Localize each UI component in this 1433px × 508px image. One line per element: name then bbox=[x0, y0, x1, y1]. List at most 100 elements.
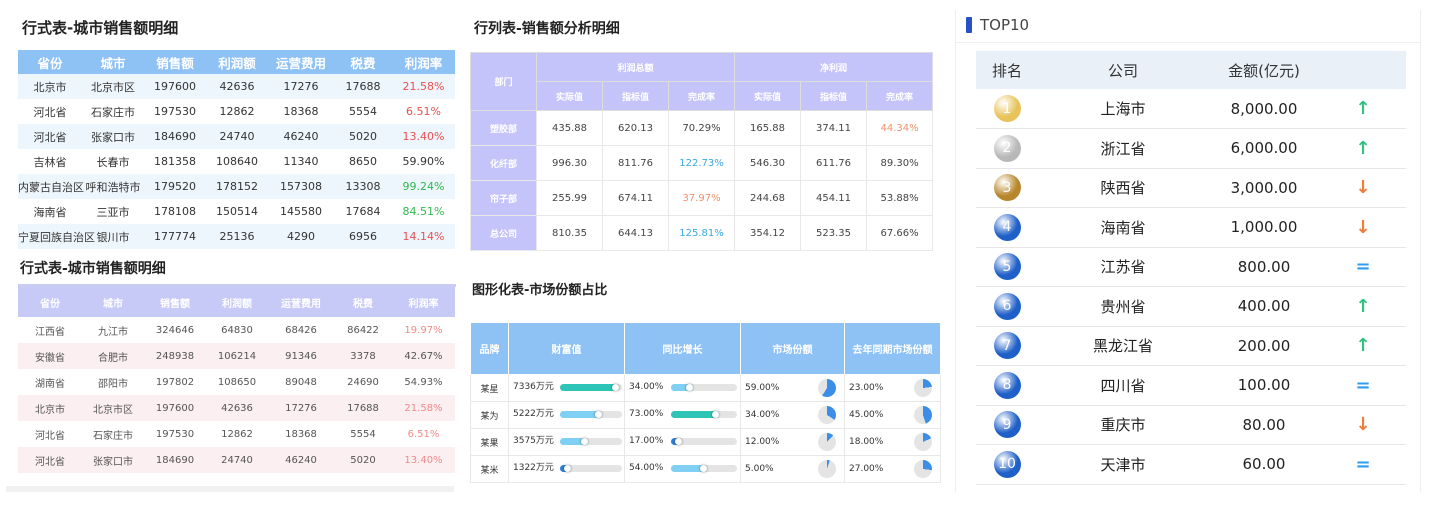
table-cell: 177774 bbox=[144, 224, 206, 249]
table-cell: 324646 bbox=[144, 317, 206, 343]
table-cell: 5020 bbox=[334, 447, 392, 473]
table-cell: 24740 bbox=[206, 124, 268, 149]
table-row: 总公司 810.35 644.13 125.81% 354.12 523.35 67.66% bbox=[470, 215, 934, 251]
table-cell: 18368 bbox=[268, 421, 334, 447]
column-header: 同比增长 bbox=[624, 322, 741, 375]
table-cell: 8650 bbox=[334, 149, 392, 174]
table-cell: 九江市 bbox=[82, 317, 144, 343]
sub-header: 完成率 bbox=[866, 81, 934, 111]
table-cell: 18368 bbox=[268, 99, 334, 124]
table-cell: 44.34% bbox=[866, 110, 934, 146]
table-row: 某米 1322万元 54.00% 5.00% 27.00% bbox=[470, 455, 941, 483]
table-cell: 17688 bbox=[334, 74, 392, 99]
value-label: 73.00% bbox=[629, 409, 664, 420]
trend-cell: ↓ bbox=[1320, 405, 1406, 445]
value-label: 23.00% bbox=[849, 383, 884, 393]
table-cell: 64830 bbox=[206, 317, 268, 343]
arrow-down-icon: ↓ bbox=[1355, 414, 1371, 436]
brand-cell: 某果 bbox=[470, 428, 509, 456]
progress-bar bbox=[671, 411, 737, 419]
trend-cell: = bbox=[1320, 444, 1406, 485]
market-share-table: 品牌 财富值 同比增长 市场份额 去年同期市场份额 某星 7336万元 34.00% 59.0… bbox=[470, 322, 941, 483]
table-cell: 长春市 bbox=[82, 149, 144, 174]
dept-cell: 化纤部 bbox=[470, 145, 537, 181]
pie-cell: 23.00% bbox=[844, 374, 941, 402]
column-header: 金额(亿元) bbox=[1208, 51, 1320, 89]
table-row: 湖南省 邵阳市 197802 108650 89048 24690 54.93% bbox=[18, 369, 455, 395]
table-cell: 106214 bbox=[206, 343, 268, 369]
table-row: 某星 7336万元 34.00% 59.00% 23.00% bbox=[470, 374, 941, 402]
table-row: 安徽省 合肥市 248938 106214 91346 3378 42.67% bbox=[18, 343, 455, 369]
pie-cell: 5.00% bbox=[740, 455, 845, 483]
pie-cell: 18.00% bbox=[844, 428, 941, 456]
table-row: 4 海南省 1,000.00 ↓ bbox=[976, 207, 1406, 248]
table-cell: 石家庄市 bbox=[82, 99, 144, 124]
table-cell: 3378 bbox=[334, 343, 392, 369]
table-cell: 5554 bbox=[334, 99, 392, 124]
table-cell: 河北省 bbox=[18, 99, 82, 124]
value-label: 3575万元 bbox=[513, 436, 554, 447]
company-name: 浙江省 bbox=[1038, 128, 1208, 169]
bar-cell: 5222万元 bbox=[508, 401, 625, 429]
column-header: 税费 bbox=[334, 287, 392, 317]
progress-bar bbox=[671, 438, 737, 446]
sub-header: 完成率 bbox=[667, 81, 736, 111]
table-cell: 197802 bbox=[144, 369, 206, 395]
table-cell: 181358 bbox=[144, 149, 206, 174]
bottom-edge bbox=[6, 486, 454, 492]
column-header: 去年同期市场份额 bbox=[844, 322, 941, 375]
amount-value: 3,000.00 bbox=[1208, 168, 1320, 208]
table-cell: 11340 bbox=[268, 149, 334, 174]
panel-title: 行列表-销售额分析明细 bbox=[474, 21, 620, 37]
table-cell: 17276 bbox=[268, 395, 334, 421]
bar-cell: 17.00% bbox=[624, 428, 741, 456]
medal-icon: 5 bbox=[993, 253, 1021, 281]
amount-value: 800.00 bbox=[1208, 247, 1320, 287]
table-cell: 523.35 bbox=[800, 215, 868, 251]
table-cell: 122.73% bbox=[667, 145, 736, 181]
table-row: 塑胶部 435.88 620.13 70.29% 165.88 374.11 44.34% bbox=[470, 110, 934, 146]
table-cell: 68426 bbox=[268, 317, 334, 343]
table-cell: 北京市区 bbox=[82, 74, 144, 99]
table-cell: 145580 bbox=[268, 199, 334, 224]
arrow-down-icon: ↓ bbox=[1355, 216, 1371, 238]
rank-cell: 5 bbox=[976, 247, 1038, 287]
table-cell: 13.40% bbox=[392, 124, 455, 149]
table-cell: 150514 bbox=[206, 199, 268, 224]
rank-cell: 3 bbox=[976, 168, 1038, 208]
sales-analysis-panel: 行列表-销售额分析明细 部门 利润总额 净利润 实际值 指标值 完成率 实际值 指标值完… bbox=[470, 14, 934, 251]
rank-cell: 6 bbox=[976, 286, 1038, 327]
table-cell: 374.11 bbox=[800, 110, 868, 146]
table-cell: 5554 bbox=[334, 421, 392, 447]
value-label: 45.00% bbox=[849, 410, 884, 420]
rank-cell: 10 bbox=[976, 444, 1038, 485]
column-header: 品牌 bbox=[470, 322, 509, 375]
dept-cell: 帘子部 bbox=[470, 180, 537, 216]
table-cell: 178152 bbox=[206, 174, 268, 199]
table-cell: 25136 bbox=[206, 224, 268, 249]
trend-cell: ↑ bbox=[1320, 128, 1406, 169]
pie-cell: 12.00% bbox=[740, 428, 845, 456]
table-cell: 108640 bbox=[206, 149, 268, 174]
table-cell: 810.35 bbox=[536, 215, 603, 251]
dept-cell: 塑胶部 bbox=[470, 110, 537, 146]
table-cell: 6.51% bbox=[392, 421, 455, 447]
table-cell: 14.14% bbox=[392, 224, 455, 249]
table-row: 吉林省 长春市 181358 108640 11340 8650 59.90% bbox=[18, 149, 455, 174]
table-cell: 179520 bbox=[144, 174, 206, 199]
table-cell: 99.24% bbox=[392, 174, 455, 199]
table-cell: 59.90% bbox=[392, 149, 455, 174]
trend-cell: ↓ bbox=[1320, 168, 1406, 208]
brand-cell: 某星 bbox=[470, 374, 509, 402]
progress-bar bbox=[671, 384, 737, 392]
amount-value: 8,000.00 bbox=[1208, 89, 1320, 129]
medal-icon: 8 bbox=[993, 371, 1021, 399]
sales-analysis-table: 部门 利润总额 净利润 实际值 指标值 完成率 实际值 指标值 完成率 塑胶部 435.88… bbox=[470, 52, 934, 251]
sub-header: 指标值 bbox=[800, 81, 868, 111]
table-row: 8 四川省 100.00 = bbox=[976, 365, 1406, 406]
table-cell: 呼和浩特市 bbox=[82, 174, 144, 199]
table-cell: 197600 bbox=[144, 395, 206, 421]
table-row: 河北省 石家庄市 197530 12862 18368 5554 6.51% bbox=[18, 421, 455, 447]
amount-value: 80.00 bbox=[1208, 405, 1320, 445]
progress-bar bbox=[560, 438, 622, 446]
